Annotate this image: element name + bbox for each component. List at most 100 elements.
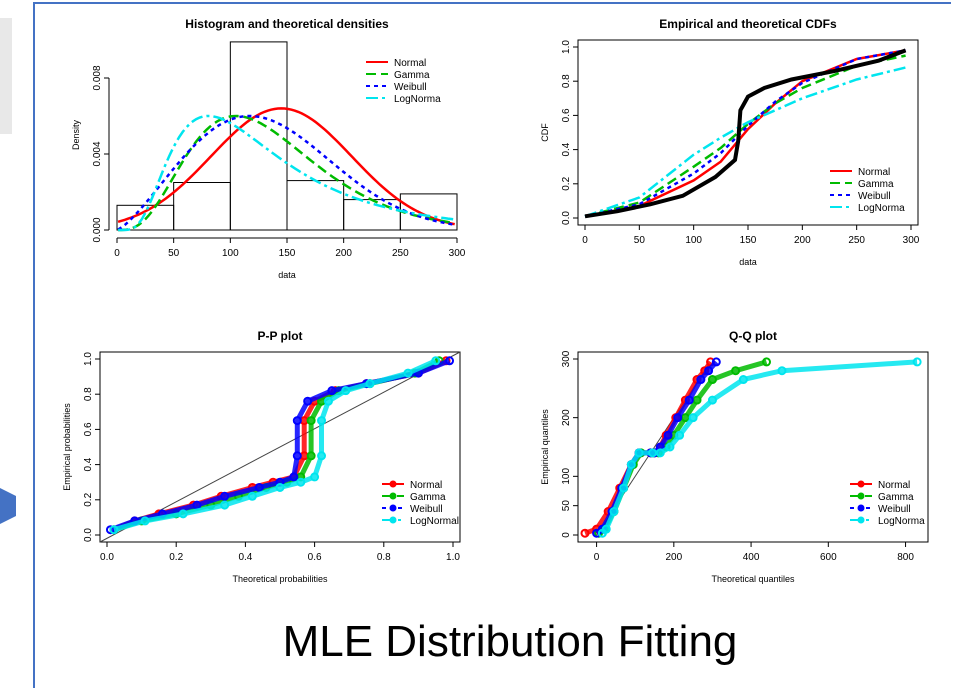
legend-marker [389,480,397,488]
qq-point [731,366,741,376]
qq-point [580,528,590,538]
pp-point [292,416,302,426]
x-axis-label: data [278,270,296,280]
x-tick-label: 100 [685,235,702,246]
qq-point [777,366,787,376]
chart-title: P-P plot [257,329,302,343]
pp-point [327,386,337,396]
x-axis-label: Theoretical quantiles [711,574,795,584]
y-tick-label: 300 [561,350,572,367]
legend-marker [857,492,865,500]
histogram-bar [286,180,345,231]
legend-marker [389,516,397,524]
x-tick-label: 400 [743,552,760,563]
qq-point [762,357,772,367]
pp-point [140,516,150,526]
qq-point [655,448,665,458]
y-axis-label: CDF [540,123,550,142]
legend-label: Gamma [410,492,446,503]
pp-point [220,491,230,501]
pp-point [220,500,230,510]
qq-point [619,483,629,493]
legend-marker [389,504,397,512]
pp-series-line [113,358,437,533]
qq-point [663,430,673,440]
qq-point [673,413,683,423]
pp-point [289,472,299,482]
x-tick-label: 100 [222,248,239,259]
pp-point [296,477,306,487]
qq-point [665,442,675,452]
x-tick-label: 0 [114,248,120,259]
qq-point [626,460,636,470]
y-tick-label: 0.004 [92,141,103,166]
slide-title: MLE Distribution Fitting [282,617,738,666]
y-tick-label: 0.4 [561,142,572,156]
y-tick-label: 0.6 [83,422,94,436]
qq-plot-panel: Q-Q plot 0 200 400 600 800 0 50 100 200 300 Theoret… [540,329,929,584]
y-tick-label: 0.0 [561,211,572,225]
legend-label: Gamma [394,70,430,81]
pp-point [365,379,375,389]
qq-point [688,413,698,423]
qq-point [738,375,748,385]
pp-point [431,356,441,366]
y-tick-label: 0.8 [561,74,572,88]
y-tick-label: 0.0 [83,528,94,542]
qq-point [684,395,694,405]
y-axis-label: Density [71,119,81,150]
legend-label: Normal [858,167,890,178]
y-tick-label: 0.2 [83,492,94,506]
legend-label: Normal [878,480,910,491]
x-tick-label: 150 [279,248,296,259]
qq-point [634,448,644,458]
qq-series-line [584,360,713,536]
histogram-bar [229,41,288,231]
qq-series-line [600,359,918,535]
x-tick-label: 300 [903,235,920,246]
density-curve [118,114,455,232]
pp-point [317,451,327,461]
qq-point [696,375,706,385]
chart-title: Histogram and theoretical densities [185,17,389,31]
legend-marker [857,516,865,524]
x-tick-label: 0.0 [100,552,114,563]
x-tick-label: 1.0 [446,552,460,563]
pp-point [303,396,313,406]
qq-point [912,357,922,367]
y-tick-label: 50 [561,500,572,512]
x-tick-label: 250 [392,248,409,259]
y-tick-label: 0.2 [561,176,572,190]
legend-marker [857,480,865,488]
x-tick-label: 200 [335,248,352,259]
legend-label: LogNorma [394,94,441,105]
cdf-curve [584,66,906,218]
x-tick-label: 0.2 [169,552,183,563]
pp-point [323,396,333,406]
y-tick-label: 0.6 [561,108,572,122]
pp-point [317,416,327,426]
qq-point [609,507,619,517]
x-tick-label: 0.8 [377,552,391,563]
legend-label: LogNorma [858,203,905,214]
pp-point [306,451,316,461]
cdf-curve [584,54,906,218]
pp-point [403,368,413,378]
y-tick-label: 0.008 [92,65,103,90]
y-tick-label: 1.0 [561,40,572,54]
x-tick-label: 0 [582,235,588,246]
histogram-panel: Histogram and theoretical densities 0 50 10… [71,17,466,280]
y-axis-label: Empirical probabilities [62,403,72,491]
qq-series-line [597,359,768,536]
cdf-curve [584,49,906,218]
legend-label: Weibull [858,191,891,202]
qq-point [592,528,602,538]
qq-point [704,366,714,376]
legend-label: LogNorma [878,516,925,527]
pp-point [109,525,119,535]
y-tick-label: 0.000 [92,217,103,242]
qq-point [711,357,721,367]
legend-label: Normal [394,58,426,69]
x-tick-label: 250 [848,235,865,246]
pp-point [178,509,188,519]
